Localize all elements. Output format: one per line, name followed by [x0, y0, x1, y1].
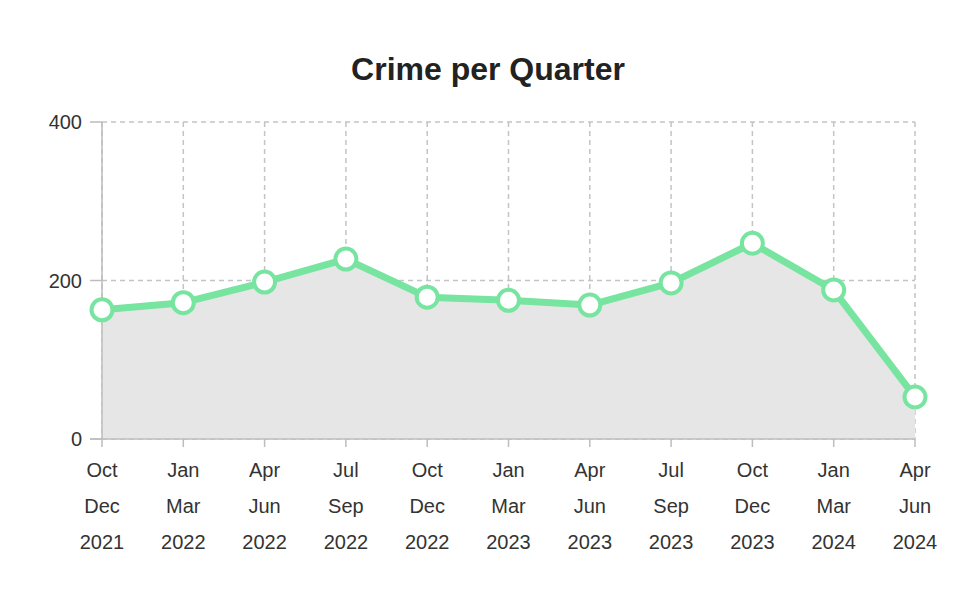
area: [102, 243, 915, 439]
x-tick-label: OctDec2022: [405, 459, 450, 553]
x-tick-label: JanMar2023: [486, 459, 531, 553]
x-tick: [670, 439, 672, 447]
x-axis-line: [90, 438, 915, 440]
x-tick: [752, 439, 754, 447]
markers: [92, 233, 926, 408]
point: [905, 386, 926, 407]
x-tick-label: JulSep2023: [649, 459, 694, 553]
x-tick: [508, 439, 510, 447]
point: [742, 233, 763, 254]
x-tick: [101, 439, 103, 447]
x-tick-label: AprJun2023: [568, 459, 613, 553]
x-tick: [914, 439, 916, 447]
x-tick-label: OctDec2023: [730, 459, 775, 553]
x-tick: [589, 439, 591, 447]
x-tick-label: JanMar2024: [811, 459, 856, 553]
point: [417, 287, 438, 308]
point: [823, 280, 844, 301]
line: [102, 243, 915, 397]
point: [254, 272, 275, 293]
title: Crime per Quarter: [351, 51, 625, 87]
plot-area: [102, 243, 915, 439]
y-tick: [90, 121, 102, 123]
line-layer: [102, 243, 915, 397]
point: [498, 290, 519, 311]
x-tick-label: OctDec2021: [80, 459, 125, 553]
point: [579, 295, 600, 316]
axes: 0 200 400 OctDec2021 JanMar2022 AprJun2022 Jul…: [49, 111, 938, 553]
x-tick: [426, 439, 428, 447]
x-tick: [833, 439, 835, 447]
point: [335, 249, 356, 270]
y-tick-label: 200: [49, 270, 82, 292]
point: [173, 292, 194, 313]
y-tick: [90, 280, 102, 282]
x-tick: [183, 439, 185, 447]
x-tick-label: JanMar2022: [161, 459, 206, 553]
point: [661, 272, 682, 293]
x-tick-label: AprJun2024: [893, 459, 938, 553]
point: [92, 299, 113, 320]
y-tick: [90, 438, 102, 440]
grid: [102, 122, 915, 439]
y-tick-label: 0: [71, 428, 82, 450]
x-tick: [345, 439, 347, 447]
y-tick-label: 400: [49, 111, 82, 133]
x-tick-label: AprJun2022: [242, 459, 287, 553]
x-tick: [264, 439, 266, 447]
x-tick-label: JulSep2022: [324, 459, 369, 553]
chart: Crime per Quarter 0 200 400 OctDec2021 JanMar…: [0, 0, 980, 594]
